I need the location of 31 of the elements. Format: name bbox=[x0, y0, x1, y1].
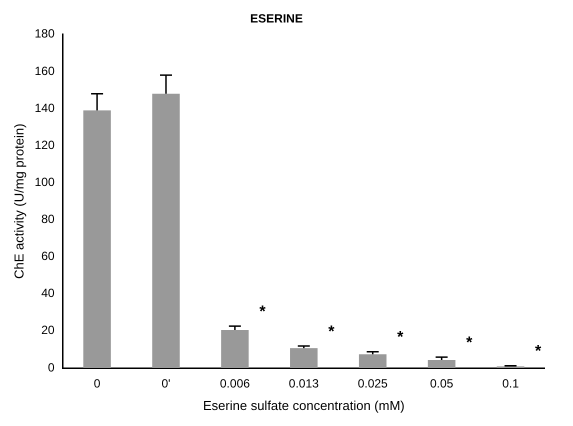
x-tick-label: 0 bbox=[94, 376, 101, 391]
y-tick-label: 140 bbox=[34, 100, 55, 115]
x-tick-label: 0.025 bbox=[358, 376, 388, 391]
y-tick-label: 60 bbox=[41, 249, 55, 264]
bar bbox=[428, 360, 456, 368]
x-axis-title: Eserine sulfate concentration (mM) bbox=[203, 398, 405, 413]
bar bbox=[152, 94, 180, 368]
bar bbox=[290, 348, 318, 368]
annotation: * bbox=[466, 334, 474, 352]
bar bbox=[221, 330, 249, 368]
x-tick-label: 0.05 bbox=[430, 376, 454, 391]
y-tick-label: 180 bbox=[34, 26, 55, 41]
x-tick-label: 0.1 bbox=[502, 376, 520, 391]
x-tick-label: 0.006 bbox=[220, 376, 250, 391]
annotation: * bbox=[259, 304, 266, 321]
chart-title: ESERINE bbox=[250, 12, 303, 26]
y-tick-label: 0 bbox=[48, 360, 55, 374]
y-axis-title: ChE activity (U/mg protein) bbox=[11, 124, 26, 279]
y-tick-label: 20 bbox=[41, 323, 55, 338]
annotation: * bbox=[328, 323, 336, 340]
y-tick-label: 120 bbox=[34, 138, 55, 152]
bar bbox=[83, 110, 111, 368]
x-tick-label: 0.013 bbox=[288, 376, 320, 391]
x-tick-label: 0' bbox=[162, 376, 170, 391]
y-tick-label: 40 bbox=[41, 286, 55, 300]
y-tick-label: 100 bbox=[34, 174, 55, 189]
y-tick-label: 80 bbox=[41, 212, 55, 226]
annotation: * bbox=[534, 343, 542, 360]
annotation: * bbox=[397, 329, 404, 346]
y-tick-label: 160 bbox=[34, 64, 55, 78]
bar bbox=[358, 354, 387, 368]
